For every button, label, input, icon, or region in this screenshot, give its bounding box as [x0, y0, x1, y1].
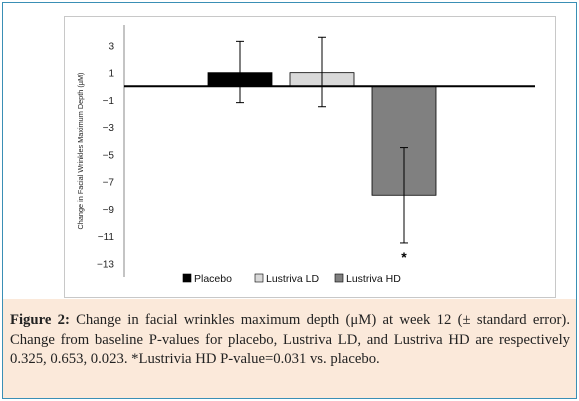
figure-caption-area: Figure 2: Change in facial wrinkles maxi…: [3, 299, 576, 398]
legend-swatch: [254, 273, 264, 283]
chart-area: 3 1 −1 −3 −5 −7 −9 −11 −13 Change in Facial Wrink…: [64, 16, 556, 298]
legend-label: Lustriva HD: [346, 273, 401, 285]
legend-label: Placebo: [194, 273, 232, 285]
y-tick-label: −5: [103, 150, 115, 161]
y-tick-label: −7: [103, 178, 115, 189]
y-tick-label: 3: [108, 41, 114, 52]
figure-label: Figure 2:: [10, 312, 70, 328]
y-tick-label: −11: [98, 232, 115, 243]
caption-body: Change in facial wrinkles maximum depth …: [10, 312, 570, 367]
figure-caption: Figure 2: Change in facial wrinkles maxi…: [10, 311, 570, 370]
bar-chart: 3 1 −1 −3 −5 −7 −9 −11 −13 Change in Facial Wrink…: [76, 25, 535, 285]
legend-swatch: [182, 273, 192, 283]
legend-label: Lustriva LD: [266, 273, 320, 285]
legend-swatch: [334, 273, 344, 283]
y-tick-label: −1: [103, 96, 115, 107]
y-tick-label: 1: [108, 69, 114, 80]
y-tick-label: −13: [97, 259, 114, 270]
y-axis-title: Change in Facial Wrinkles Maximum Depth …: [76, 73, 85, 230]
y-tick-label: −9: [103, 205, 115, 216]
y-tick-label: −3: [103, 123, 115, 134]
significance-marker: *: [401, 249, 407, 265]
